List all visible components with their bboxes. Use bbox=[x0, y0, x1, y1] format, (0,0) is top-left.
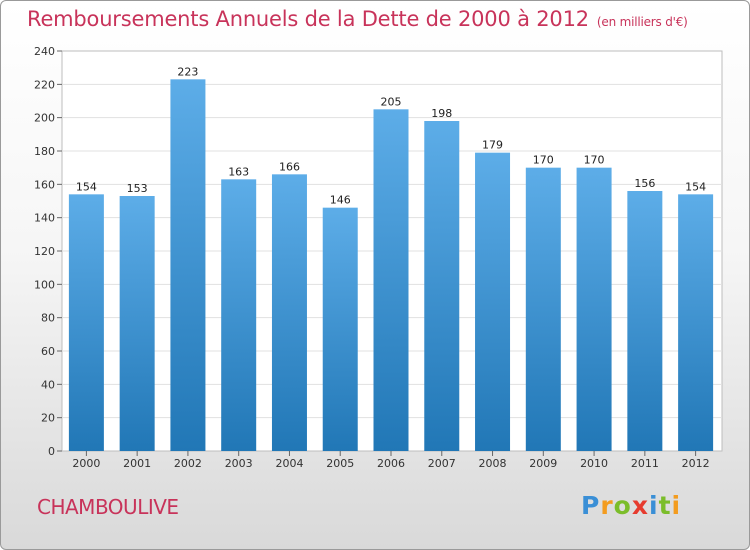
y-tick-label: 180 bbox=[34, 145, 55, 158]
x-tick-label: 2007 bbox=[428, 457, 456, 470]
bar-value-label: 223 bbox=[177, 65, 198, 78]
x-tick-label: 2003 bbox=[225, 457, 253, 470]
x-tick-label: 2012 bbox=[682, 457, 710, 470]
logo-letter: i bbox=[671, 491, 682, 520]
y-tick-label: 140 bbox=[34, 212, 55, 225]
logo-letter: o bbox=[613, 491, 632, 520]
y-axis-ticks: 0 20 40 60 80 100 120 140 160 180 200 220 240 bbox=[34, 45, 62, 458]
chart-title-text: Remboursements Annuels de la Dette de 20… bbox=[27, 7, 589, 31]
bar bbox=[424, 121, 460, 451]
x-tick-label: 2006 bbox=[377, 457, 405, 470]
chart-title: Remboursements Annuels de la Dette de 20… bbox=[27, 7, 688, 31]
bar-value-label: 170 bbox=[533, 154, 554, 167]
bar bbox=[627, 191, 663, 451]
logo-letter: x bbox=[631, 491, 649, 520]
bar-value-label: 166 bbox=[279, 160, 300, 173]
bar-value-label: 153 bbox=[127, 182, 148, 195]
bar bbox=[373, 109, 409, 451]
x-tick-label: 2000 bbox=[72, 457, 100, 470]
bar-value-label: 156 bbox=[634, 177, 655, 190]
logo-letter: t bbox=[658, 491, 672, 520]
y-tick-label: 0 bbox=[48, 445, 55, 458]
bar-value-label: 170 bbox=[584, 154, 605, 167]
bar-value-label: 179 bbox=[482, 139, 503, 152]
bar-value-label: 163 bbox=[228, 165, 249, 178]
proxiti-logo[interactable]: Proxiti bbox=[581, 491, 681, 520]
bar bbox=[525, 167, 561, 451]
y-tick-label: 200 bbox=[34, 112, 55, 125]
bar bbox=[475, 152, 511, 451]
logo-letter: r bbox=[600, 491, 614, 520]
y-tick-label: 40 bbox=[41, 378, 55, 391]
bar-value-label: 146 bbox=[330, 194, 351, 207]
y-tick-label: 100 bbox=[34, 278, 55, 291]
x-tick-label: 2008 bbox=[479, 457, 507, 470]
bar bbox=[170, 79, 206, 451]
x-tick-label: 2005 bbox=[326, 457, 354, 470]
y-tick-label: 20 bbox=[41, 412, 55, 425]
y-tick-label: 80 bbox=[41, 312, 55, 325]
bar-value-label: 154 bbox=[685, 180, 706, 193]
bar bbox=[322, 207, 358, 451]
bar bbox=[119, 196, 155, 451]
bars: 154 153 223 163 166 146 205 198 179 170 170 156 154 bbox=[68, 65, 714, 452]
x-axis-ticks: 2000 2001 2002 2003 2004 2005 2006 2007 2008 2009… bbox=[72, 451, 710, 470]
bar-value-label: 198 bbox=[431, 107, 452, 120]
x-tick-label: 2009 bbox=[529, 457, 557, 470]
x-tick-label: 2010 bbox=[580, 457, 608, 470]
logo-letter: i bbox=[649, 491, 659, 520]
commune-name: CHAMBOULIVE bbox=[37, 495, 179, 519]
y-tick-label: 60 bbox=[41, 345, 55, 358]
x-tick-label: 2011 bbox=[631, 457, 659, 470]
bar-value-label: 205 bbox=[381, 95, 402, 108]
y-tick-label: 240 bbox=[34, 45, 55, 58]
logo-letter: P bbox=[581, 491, 601, 520]
bar bbox=[271, 174, 307, 452]
y-tick-label: 220 bbox=[34, 78, 55, 91]
x-tick-label: 2004 bbox=[275, 457, 303, 470]
bar-value-label: 154 bbox=[76, 180, 97, 193]
bar bbox=[68, 194, 104, 452]
chart-title-unit: (en milliers d'€) bbox=[596, 15, 688, 29]
x-tick-label: 2002 bbox=[174, 457, 202, 470]
x-tick-label: 2001 bbox=[123, 457, 151, 470]
y-tick-label: 160 bbox=[34, 178, 55, 191]
bar bbox=[678, 194, 714, 452]
bar bbox=[576, 167, 612, 451]
y-tick-label: 120 bbox=[34, 245, 55, 258]
bar bbox=[221, 179, 257, 452]
